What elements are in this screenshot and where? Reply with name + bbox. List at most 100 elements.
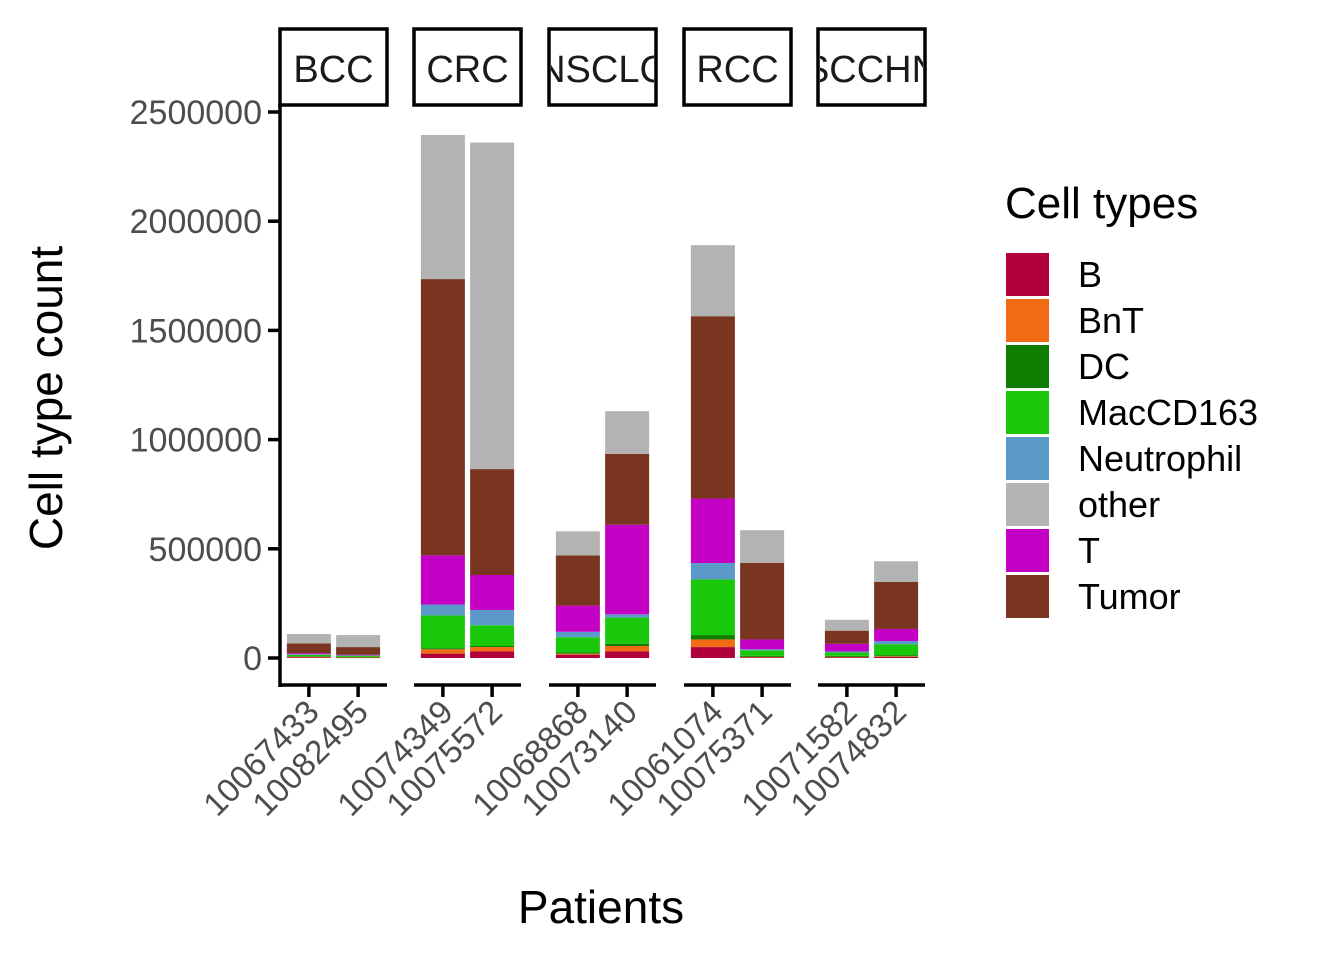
legend-key [1006, 483, 1049, 526]
bar-segment-tumor [420, 279, 465, 556]
bar-segment-t [824, 643, 869, 652]
bar-segment-b [740, 657, 785, 658]
facet-crc: CRC [412, 27, 523, 658]
bar-segment-dc [690, 635, 735, 640]
legend-title: Cell types [1005, 179, 1198, 228]
bar-segment-dc [470, 645, 515, 648]
bar-10082495 [336, 635, 381, 659]
legend-item-maccd163: MacCD163 [1006, 391, 1258, 434]
bar-segment-t [470, 575, 515, 610]
bar-segment-tumor [336, 647, 381, 655]
legend-item-other: other [1006, 483, 1160, 526]
y-tick-label: 1000000 [130, 422, 262, 460]
bar-segment-tumor [874, 581, 919, 629]
facet-label: RCC [696, 49, 778, 91]
legend-label: Neutrophil [1078, 438, 1242, 479]
bar-segment-neutrophil [740, 649, 785, 651]
legend-item-tumor: Tumor [1006, 575, 1181, 618]
facet-scchn: SCCHN [804, 27, 939, 658]
bar-segment-neutrophil [690, 562, 735, 580]
bar-segment-t [336, 654, 381, 656]
legend-label: DC [1078, 346, 1130, 387]
legend-item-neutrophil: Neutrophil [1006, 437, 1242, 480]
facet-label: BCC [293, 49, 373, 91]
bar-segment-b [286, 657, 331, 658]
bar-segment-tumor [740, 562, 785, 640]
facet-strip [682, 27, 793, 107]
legend-key [1006, 391, 1049, 434]
bar-segment-b [605, 651, 650, 658]
bar-segment-t [690, 498, 735, 563]
bar-segment-tumor [286, 643, 331, 654]
bar-segment-neutrophil [420, 604, 465, 616]
bar-segment-dc [336, 656, 381, 658]
bar-segment-other [824, 619, 869, 631]
legend-label: BnT [1078, 300, 1144, 341]
bar-segment-t [420, 555, 465, 605]
bar-segment-maccd163 [420, 615, 465, 649]
bar-segment-t [286, 653, 331, 655]
bar-segment-b [420, 653, 465, 658]
bar-segment-maccd163 [605, 617, 650, 644]
bar-segment-maccd163 [824, 652, 869, 656]
bar-segment-neutrophil [874, 640, 919, 645]
bar-segment-t [605, 524, 650, 615]
bar-segment-b [470, 651, 515, 658]
y-tick-label: 2000000 [130, 203, 262, 241]
bar-segment-bnt [690, 639, 735, 648]
bar-segment-other [874, 561, 919, 582]
bar-10074349 [420, 134, 465, 658]
bar-segment-t [740, 639, 785, 650]
bar-segment-maccd163 [336, 655, 381, 657]
bar-segment-maccd163 [470, 625, 515, 646]
bar-segment-bnt [336, 657, 381, 658]
bar-segment-other [470, 142, 515, 470]
bar-10075371 [740, 530, 785, 658]
legend-label: B [1078, 254, 1102, 295]
bar-segment-neutrophil [286, 654, 331, 655]
facet-label: NSCLC [538, 49, 667, 91]
y-tick-label: 1500000 [130, 312, 262, 350]
bar-segment-bnt [740, 656, 785, 658]
bar-segment-other [420, 134, 465, 280]
bar-segment-b [690, 647, 735, 658]
bar-segment-dc [740, 655, 785, 657]
bar-10075572 [470, 142, 515, 658]
y-tick-label: 500000 [149, 531, 262, 569]
facet-strip [547, 27, 658, 107]
y-axis: 0 500000 1000000 1500000 2000000 2500000 [130, 94, 282, 687]
bar-10067433 [286, 633, 331, 658]
legend-key [1006, 437, 1049, 480]
legend-key [1006, 575, 1049, 618]
legend-key [1006, 299, 1049, 342]
bar-segment-other [555, 531, 600, 556]
bar-segment-tumor [605, 453, 650, 525]
bar-segment-t [555, 605, 600, 632]
legend-item-dc: DC [1006, 345, 1130, 388]
bar-segment-bnt [874, 656, 919, 657]
legend-item-b: B [1006, 253, 1102, 296]
bar-segment-maccd163 [740, 650, 785, 656]
legend-item-bnt: BnT [1006, 299, 1144, 342]
bar-segment-b [555, 654, 600, 658]
legend-key [1006, 345, 1049, 388]
facet-strip [816, 27, 927, 107]
bar-segment-other [690, 245, 735, 317]
bar-segment-neutrophil [555, 631, 600, 638]
y-tick-label: 0 [243, 640, 262, 678]
bar-segment-t [874, 628, 919, 641]
x-axis: 1006743310082495100743491007557210068868… [196, 683, 925, 823]
legend-key [1006, 253, 1049, 296]
bar-segment-dc [874, 655, 919, 657]
facet-label: SCCHN [804, 49, 939, 91]
bar-segment-neutrophil [605, 614, 650, 618]
bar-segment-other [740, 530, 785, 563]
bar-segment-dc [420, 648, 465, 650]
bar-segment-maccd163 [286, 654, 331, 657]
bar-segment-bnt [824, 656, 869, 658]
bar-10061074 [690, 245, 735, 658]
bar-segment-neutrophil [336, 655, 381, 656]
bar-segment-tumor [555, 555, 600, 606]
bar-segment-other [336, 635, 381, 648]
